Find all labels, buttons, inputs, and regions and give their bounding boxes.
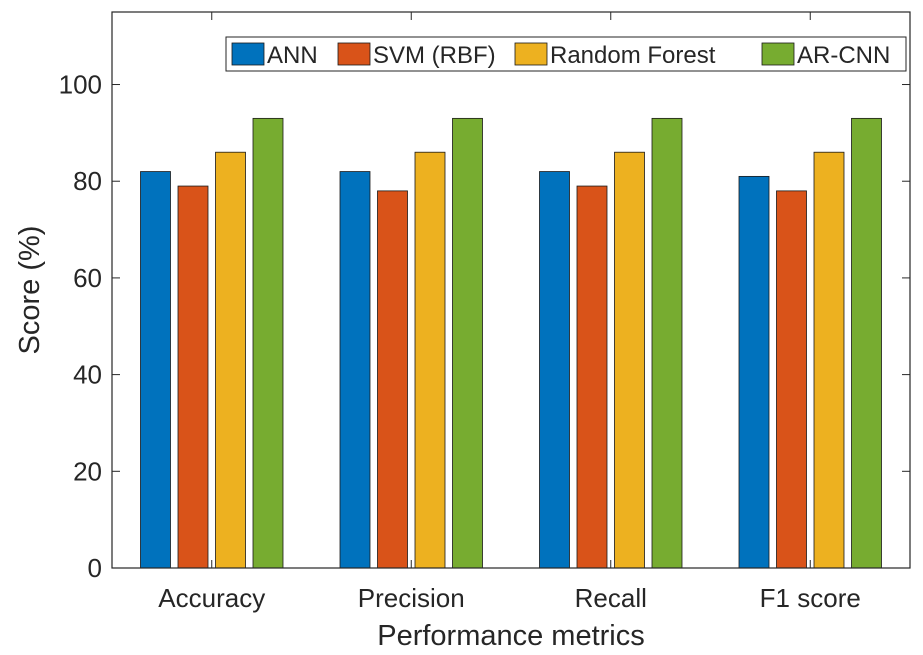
x-tick-label: Recall	[575, 583, 647, 613]
y-tick-label: 80	[73, 166, 102, 196]
x-tick-label: Precision	[358, 583, 465, 613]
y-tick-label: 60	[73, 263, 102, 293]
bar-ann-f1-score	[738, 175, 770, 569]
y-tick-label: 100	[59, 70, 102, 100]
bar-random-forest-precision	[414, 151, 446, 569]
legend-label-ar-cnn: AR-CNN	[797, 42, 890, 69]
bar-ann-accuracy	[140, 171, 171, 569]
bar-svm-rbf--accuracy	[177, 185, 209, 569]
legend-label-ann: ANN	[267, 42, 318, 69]
bar-ann-recall	[539, 171, 570, 569]
bar-ar-cnn-precision	[452, 117, 483, 569]
bar-ar-cnn-f1-score	[851, 117, 882, 569]
legend: ANN SVM (RBF) Random Forest AR-CNN	[225, 36, 907, 72]
bar-random-forest-f1-score	[813, 151, 845, 569]
y-tick-label: 20	[73, 456, 102, 486]
x-tick-label: Accuracy	[158, 583, 265, 613]
x-tick-labels: Accuracy Precision Recall F1 score	[158, 583, 861, 613]
y-axis-label: Score (%)	[14, 226, 46, 355]
bar-svm-rbf--recall	[576, 185, 608, 569]
y-tick-labels: 0 20 40 60 80 100	[59, 70, 102, 583]
bar-svm-rbf--precision	[377, 190, 408, 569]
ticks-layer	[112, 12, 910, 569]
legend-swatch-ann	[231, 42, 265, 66]
legend-swatch-random-forest	[514, 42, 548, 66]
y-tick-label: 40	[73, 360, 102, 390]
y-tick-label: 0	[88, 553, 102, 583]
x-axis-label: Performance metrics	[377, 620, 645, 652]
legend-swatch-svm-rbf-	[337, 42, 371, 66]
legend-swatch-ar-cnn	[761, 42, 795, 66]
legend-label-svm-rbf-: SVM (RBF)	[373, 42, 496, 69]
legend-label-random-forest: Random Forest	[550, 42, 716, 69]
plot-area-border	[111, 11, 911, 569]
bar-ar-cnn-recall	[651, 117, 683, 569]
x-tick-label: F1 score	[760, 583, 861, 613]
bar-svm-rbf--f1-score	[776, 190, 807, 569]
bars-layer	[140, 117, 882, 569]
bar-random-forest-accuracy	[215, 151, 246, 569]
bar-random-forest-recall	[614, 151, 645, 569]
bar-ann-precision	[339, 171, 371, 569]
bar-ar-cnn-accuracy	[252, 117, 284, 569]
